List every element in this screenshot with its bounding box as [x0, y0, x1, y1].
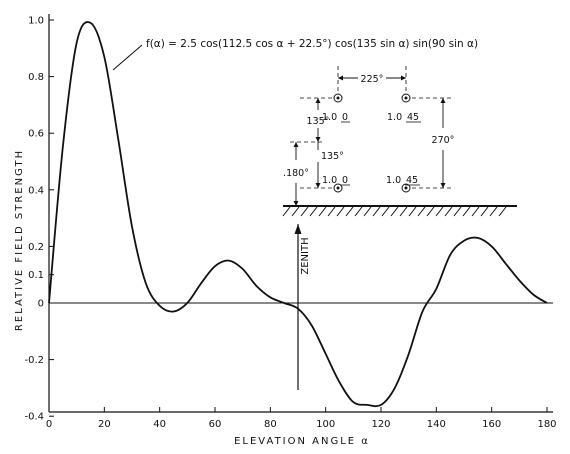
svg-text:45: 45 [406, 175, 418, 186]
hatch-mark [318, 206, 327, 217]
y-tick-label: 1.0 [28, 16, 44, 27]
hatch-mark [354, 206, 363, 217]
formula-annotation: f(α) = 2.5 cos(112.5 cos α + 22.5°) cos(… [146, 38, 478, 50]
y-tick-label: 0 [38, 299, 44, 310]
x-ticks: 0 20 40 60 80 100 120 140 160 180 [46, 407, 557, 430]
y-tick-label: 0.2 [28, 242, 44, 253]
hatch-mark [309, 206, 318, 217]
svg-text:1.0: 1.0 [322, 175, 337, 186]
hatch-mark [327, 206, 336, 217]
hatch-mark [435, 206, 444, 217]
hatch-mark [291, 206, 300, 217]
x-tick-label: 80 [264, 419, 277, 430]
svg-text:1.0: 1.0 [386, 175, 401, 186]
dimension-spacing: 225° [337, 66, 407, 92]
formula-leader [112, 44, 143, 71]
dimension-left: 135° 135° .180° [283, 97, 344, 206]
axes [48, 14, 553, 413]
hatch-mark [417, 206, 426, 217]
hatch-mark [426, 206, 435, 217]
svg-text:135°: 135° [307, 116, 330, 127]
hatch-mark [300, 206, 309, 217]
svg-text:270°: 270° [432, 135, 455, 146]
element-bottom-left [333, 183, 343, 193]
hatch-mark [363, 206, 372, 217]
x-axis-title: ELEVATION ANGLE α [234, 436, 370, 447]
hatch-mark [498, 206, 507, 217]
hatch-mark [453, 206, 462, 217]
zenith-marker: ZENITH [294, 224, 311, 390]
element-top-left [333, 93, 343, 103]
hatch-mark [381, 206, 390, 217]
dimension-height: 270° [412, 97, 455, 189]
hatch-mark [390, 206, 399, 217]
svg-text:1.0: 1.0 [322, 112, 337, 123]
element-label: 1.0 0 [322, 112, 350, 123]
svg-text:225°: 225° [361, 74, 384, 85]
y-tick-label: -0.4 [24, 412, 44, 423]
hatch-mark [336, 206, 345, 217]
hatch-mark [471, 206, 480, 217]
series-line [48, 21, 548, 408]
y-tick-label: 0.1 [28, 270, 44, 281]
hatch-mark [282, 206, 291, 217]
svg-text:45: 45 [407, 112, 419, 123]
hatch-mark [399, 206, 408, 217]
zenith-arrow-head [294, 224, 302, 234]
y-tick-label: 0.4 [28, 185, 44, 196]
x-tick-label: 20 [98, 419, 111, 430]
hatch-mark [489, 206, 498, 217]
y-tick-label: 0.6 [28, 129, 44, 140]
hatch-mark [408, 206, 417, 217]
x-tick-label: 0 [46, 419, 52, 430]
antenna-diagram: 1.0 0 1.0 45 1.0 0 1.0 45 225° [282, 66, 517, 217]
element-top-right [401, 93, 411, 103]
hatch-mark [372, 206, 381, 217]
element-label: 1.0 0 [322, 175, 350, 186]
x-tick-label: 60 [209, 419, 222, 430]
svg-text:1.0: 1.0 [387, 112, 402, 123]
x-tick-label: 100 [316, 419, 335, 430]
hatch-mark [462, 206, 471, 217]
x-tick-label: 140 [427, 419, 446, 430]
y-tick-label: 0.8 [28, 72, 44, 83]
hatch-mark [480, 206, 489, 217]
hatch-mark [345, 206, 354, 217]
svg-text:0: 0 [342, 112, 348, 123]
svg-text:0: 0 [342, 175, 348, 186]
x-tick-label: 180 [537, 419, 556, 430]
x-tick-label: 40 [153, 419, 166, 430]
ground-hatch [282, 206, 507, 217]
svg-text:.180°: .180° [283, 168, 309, 179]
element-label: 1.0 45 [387, 112, 421, 123]
x-tick-label: 160 [482, 419, 501, 430]
svg-text:135°: 135° [321, 151, 344, 162]
y-ticks: 1.0 0.8 0.6 0.4 0.2 0.1 0 -0.2 -0.4 [24, 16, 54, 423]
element-bottom-right [401, 183, 411, 193]
y-axis-title: RELATIVE FIELD STRENGTH [14, 149, 25, 331]
x-tick-label: 120 [371, 419, 390, 430]
element-label: 1.0 45 [386, 175, 420, 186]
y-tick-label: -0.2 [24, 355, 44, 366]
hatch-mark [444, 206, 453, 217]
zenith-label: ZENITH [300, 237, 311, 274]
